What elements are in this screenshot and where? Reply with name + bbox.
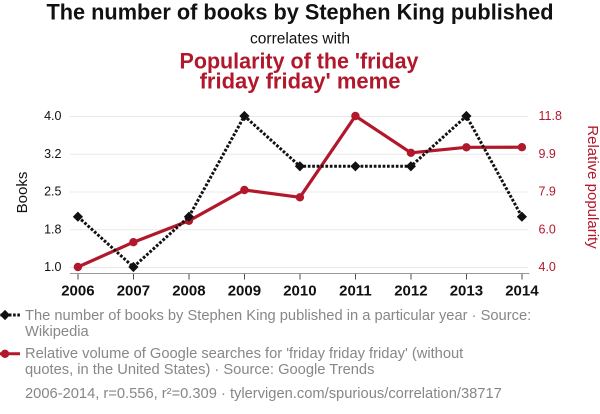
svg-text:2008: 2008: [172, 283, 205, 300]
svg-text:2013: 2013: [450, 283, 483, 300]
svg-text:4.0: 4.0: [539, 260, 556, 274]
svg-text:11.8: 11.8: [539, 109, 562, 123]
svg-text:6.0: 6.0: [539, 222, 556, 236]
svg-text:2.5: 2.5: [44, 185, 61, 199]
svg-text:2011: 2011: [339, 283, 372, 300]
svg-text:1.8: 1.8: [44, 222, 61, 236]
svg-text:Relative popularity: Relative popularity: [584, 125, 600, 249]
svg-text:correlates with: correlates with: [250, 31, 350, 48]
svg-text:7.9: 7.9: [539, 185, 556, 199]
svg-text:Wikipedia: Wikipedia: [25, 324, 90, 340]
svg-text:2010: 2010: [283, 283, 316, 300]
svg-text:2014: 2014: [505, 283, 539, 300]
svg-text:2006: 2006: [61, 283, 94, 300]
svg-text:1.0: 1.0: [44, 260, 61, 274]
svg-text:The number of books by Stephen: The number of books by Stephen King publ…: [47, 0, 554, 25]
svg-text:4.0: 4.0: [44, 109, 61, 123]
svg-text:friday friday' meme: friday friday' meme: [200, 69, 401, 94]
svg-text:Books: Books: [14, 172, 31, 214]
svg-text:9.9: 9.9: [539, 147, 556, 161]
svg-text:2006-2014, r=0.556, r²=0.309 ·: 2006-2014, r=0.556, r²=0.309 · tylervige…: [25, 386, 502, 402]
svg-text:Relative volume of Google sear: Relative volume of Google searches for '…: [25, 346, 463, 362]
svg-text:3.2: 3.2: [44, 147, 61, 161]
svg-text:quotes, in the United States): quotes, in the United States) · Source: …: [25, 362, 374, 378]
svg-text:2007: 2007: [117, 283, 150, 300]
svg-text:2012: 2012: [394, 283, 427, 300]
svg-text:Popularity of the 'friday: Popularity of the 'friday: [180, 49, 420, 74]
svg-text:The number of books by Stephen: The number of books by Stephen King publ…: [25, 308, 531, 324]
svg-text:2009: 2009: [228, 283, 261, 300]
